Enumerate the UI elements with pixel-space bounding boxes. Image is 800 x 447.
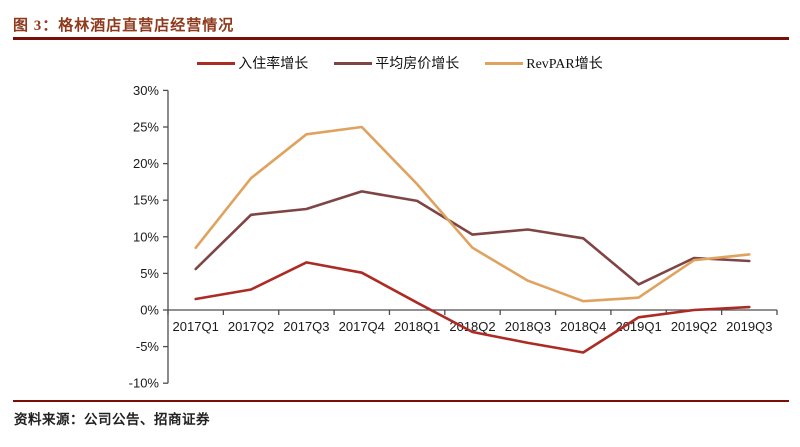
- y-axis-tick-label: -5%: [136, 339, 160, 354]
- y-axis-tick-label: 20%: [133, 156, 159, 171]
- x-axis-tick-label: 2017Q4: [339, 319, 385, 334]
- y-axis-tick-label: -10%: [129, 376, 160, 391]
- legend-swatch-adr-growth: [334, 61, 373, 65]
- x-axis-tick-label: 2019Q2: [671, 319, 717, 334]
- series-line-occupancy-rate-growth: [194, 261, 751, 354]
- y-axis-tick-label: 5%: [140, 266, 159, 281]
- x-axis-tick-label: 2017Q3: [283, 319, 329, 334]
- x-axis-tick-label: 2018Q2: [449, 319, 495, 334]
- x-axis-tick-label: 2018Q4: [560, 319, 606, 334]
- y-axis-tick-label: 10%: [133, 229, 159, 244]
- x-axis-tick-label: 2019Q1: [615, 319, 661, 334]
- legend-item-adr-growth: 平均房价增长: [334, 53, 459, 73]
- legend-label-occupancy-rate-growth: 入住率增长: [238, 57, 309, 72]
- x-axis-tick-label: 2018Q1: [394, 319, 440, 334]
- series-line-adr-growth: [194, 190, 751, 286]
- x-axis-tick-label: 2019Q3: [726, 319, 772, 334]
- legend-item-revpar-growth: RevPAR增长: [485, 53, 603, 73]
- x-axis-tick-label: 2017Q2: [228, 319, 274, 334]
- y-axis-tick-label: 30%: [133, 83, 159, 98]
- legend-swatch-revpar-growth: [485, 61, 524, 65]
- source-note: 资料来源：公司公告、招商证券: [14, 412, 210, 427]
- y-axis-tick-label: 0%: [140, 303, 159, 318]
- footer-rule: [13, 400, 789, 402]
- figure-title: 图 3：格林酒店直营店经营情况: [13, 18, 235, 34]
- legend-label-adr-growth: 平均房价增长: [375, 57, 460, 72]
- legend-label-revpar-growth: RevPAR增长: [526, 57, 603, 72]
- y-axis-tick-label: 15%: [133, 193, 159, 208]
- series-line-revpar-growth: [194, 125, 751, 303]
- y-axis-tick-label: 25%: [133, 120, 159, 135]
- legend-item-occupancy-rate-growth: 入住率增长: [197, 53, 308, 73]
- x-axis-tick-label: 2018Q3: [505, 319, 551, 334]
- x-axis-tick-label: 2017Q1: [173, 319, 219, 334]
- legend-swatch-occupancy-rate-growth: [197, 61, 236, 65]
- chart-legend: 入住率增长 平均房价增长 RevPAR增长: [0, 53, 800, 73]
- title-underline-rule: [13, 37, 789, 40]
